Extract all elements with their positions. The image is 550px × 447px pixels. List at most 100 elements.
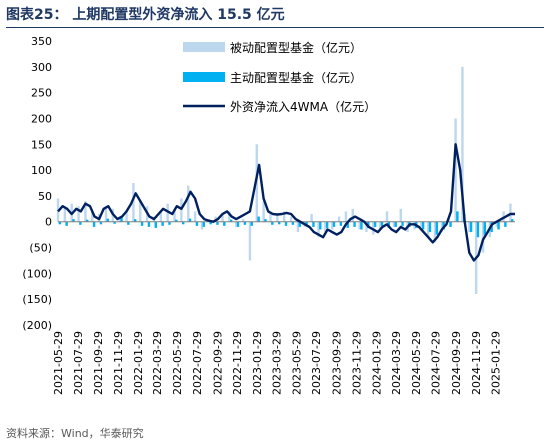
bar-active xyxy=(58,221,61,225)
bar-active xyxy=(469,221,473,233)
x-tick-label: 2024-03-29 xyxy=(390,331,403,395)
source-note: 资料来源：Wind，华泰研究 xyxy=(6,427,144,440)
bar-active xyxy=(421,221,425,230)
bar-active xyxy=(305,221,308,226)
bar-active xyxy=(236,221,240,227)
line-wma xyxy=(57,143,515,262)
bar-active xyxy=(86,219,89,222)
bar-passive xyxy=(509,203,512,222)
y-tick-label: (100) xyxy=(22,267,52,280)
bar-passive xyxy=(440,221,444,233)
bar-active xyxy=(360,221,363,230)
x-tick-label: 2022-03-29 xyxy=(151,331,164,395)
bar-passive xyxy=(454,118,457,222)
bar-passive xyxy=(63,208,67,222)
bar-passive xyxy=(104,206,108,222)
x-tick-label: 2024-07-29 xyxy=(430,331,443,395)
bar-active xyxy=(511,219,514,222)
y-tick-label: (150) xyxy=(22,293,52,306)
bar-passive xyxy=(125,211,128,222)
bar-active xyxy=(483,221,487,235)
bar-active xyxy=(497,221,500,230)
bar-active xyxy=(435,221,439,235)
bar-active xyxy=(120,217,123,222)
bar-passive xyxy=(132,183,135,222)
bar-passive xyxy=(337,216,341,222)
figure-title: 上期配置型外资净流入 15.5 亿元 xyxy=(72,7,285,23)
figure-label: 图表25： xyxy=(6,7,68,23)
x-tick-label: 2023-11-29 xyxy=(350,331,363,395)
bar-passive xyxy=(255,144,258,222)
bar-active xyxy=(271,221,274,225)
bar-passive xyxy=(193,211,197,222)
x-tick-label: 2021-11-29 xyxy=(112,331,125,395)
y-tick-label: 150 xyxy=(31,138,52,151)
bar-active xyxy=(154,221,157,228)
bar-passive xyxy=(481,221,485,253)
bar-active xyxy=(428,221,432,233)
bar-active xyxy=(298,221,301,227)
y-tick-label: (50) xyxy=(29,242,52,255)
x-tick-label: 2021-05-29 xyxy=(52,331,65,395)
bar-active xyxy=(449,221,452,227)
bar-passive xyxy=(331,221,334,230)
bar-active xyxy=(264,219,267,222)
x-tick-label: 2025-01-29 xyxy=(490,331,503,395)
bar-active xyxy=(92,221,96,227)
bar-passive xyxy=(248,221,252,261)
bar-active xyxy=(127,221,130,225)
bar-passive xyxy=(228,211,231,222)
x-tick-label: 2023-03-29 xyxy=(270,331,283,395)
legend-label: 被动配置型基金（亿元） xyxy=(230,40,362,55)
bar-passive xyxy=(91,211,94,222)
legend-label: 外资净流入4WMA（亿元） xyxy=(230,99,376,114)
y-tick-label: (200) xyxy=(22,319,52,332)
bar-passive xyxy=(159,211,163,222)
bar-active xyxy=(175,219,178,222)
bar-active xyxy=(79,221,82,225)
chart-title: 图表25： 上期配置型外资净流入 15.5 亿元 xyxy=(6,4,285,24)
legend-swatch xyxy=(183,72,225,82)
bar-active xyxy=(257,216,260,222)
bar-active xyxy=(72,219,75,222)
bar-active xyxy=(181,221,185,225)
bar-active xyxy=(325,221,329,228)
x-tick-label: 2023-01-29 xyxy=(251,331,264,395)
bar-passive xyxy=(235,221,238,227)
y-tick-label: 250 xyxy=(31,87,52,100)
bar-passive xyxy=(173,208,176,222)
bar-active xyxy=(456,211,459,222)
bar-passive xyxy=(200,221,204,230)
bar-active xyxy=(229,219,233,222)
bar-active xyxy=(380,221,384,226)
legend-label: 主动配置型基金（亿元） xyxy=(230,70,362,85)
bar-active xyxy=(168,221,171,225)
x-tick-label: 2022-01-29 xyxy=(132,331,145,395)
bar-active xyxy=(195,221,199,226)
legend-swatch xyxy=(183,42,225,52)
x-tick-label: 2022-11-29 xyxy=(231,331,244,395)
bar-passive xyxy=(289,216,293,222)
bar-passive xyxy=(351,208,354,222)
bar-passive xyxy=(77,206,80,222)
bar-passive xyxy=(276,213,279,222)
bar-active xyxy=(113,221,116,224)
bar-passive xyxy=(84,201,87,222)
x-tick-label: 2023-09-29 xyxy=(330,331,343,395)
bar-active xyxy=(223,221,226,226)
y-tick-label: 0 xyxy=(45,216,52,229)
x-tick-label: 2024-01-29 xyxy=(370,331,383,395)
bar-active xyxy=(250,221,253,226)
bar-active xyxy=(476,221,480,238)
bar-active xyxy=(161,221,164,226)
bar-passive xyxy=(426,221,430,238)
y-tick-label: 100 xyxy=(31,164,52,177)
y-tick-label: 50 xyxy=(38,190,52,203)
x-tick-label: 2024-05-29 xyxy=(410,331,423,395)
bar-passive xyxy=(262,201,265,222)
bar-active xyxy=(442,221,445,230)
x-tick-label: 2022-05-29 xyxy=(171,331,184,395)
bar-active xyxy=(65,221,68,226)
bar-active xyxy=(99,221,103,225)
bar-active xyxy=(401,221,404,226)
